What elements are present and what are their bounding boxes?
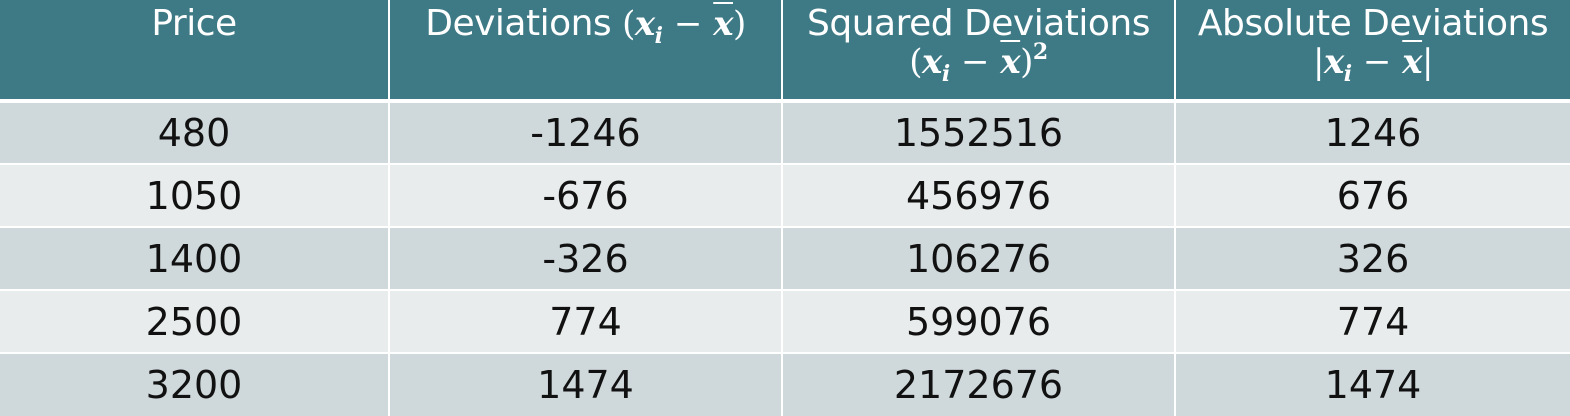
header-squared-deviations: Squared Deviations (xi − x)2 (782, 0, 1176, 103)
cell-absolute: 676 (1175, 164, 1570, 228)
header-absolute-deviations: Absolute Deviations |xi − x| (1175, 0, 1570, 103)
cell-squared: 2172676 (782, 353, 1176, 416)
table-body: 480 -1246 1552516 1246 1050 -676 456976 … (0, 101, 1570, 416)
table-row: 480 -1246 1552516 1246 (0, 101, 1570, 165)
cell-price: 1400 (0, 227, 390, 291)
table-header: Price Deviations (xi − x) Squared Deviat… (0, 0, 1570, 103)
squared-formula: (xi − x)2 (909, 39, 1048, 87)
cell-price: 1050 (0, 164, 390, 228)
header-deviations: Deviations (xi − x) (389, 0, 783, 103)
cell-deviation: -326 (389, 227, 783, 291)
table-row: 2500 774 599076 774 (0, 290, 1570, 354)
header-price: Price (0, 0, 390, 103)
header-deviations-label: Deviations (425, 3, 612, 44)
table-row: 1050 -676 456976 676 (0, 164, 1570, 228)
cell-price: 3200 (0, 353, 390, 416)
cell-absolute: 326 (1175, 227, 1570, 291)
cell-squared: 456976 (782, 164, 1176, 228)
absolute-formula: |xi − x| (1312, 42, 1434, 87)
cell-price: 2500 (0, 290, 390, 354)
cell-absolute: 1246 (1175, 101, 1570, 165)
cell-absolute: 774 (1175, 290, 1570, 354)
cell-deviation: -676 (389, 164, 783, 228)
header-row: Price Deviations (xi − x) Squared Deviat… (0, 0, 1570, 103)
header-squared-label: Squared Deviations (807, 3, 1150, 44)
header-absolute-label: Absolute Deviations (1197, 3, 1549, 44)
cell-price: 480 (0, 101, 390, 165)
cell-squared: 106276 (782, 227, 1176, 291)
table-row: 3200 1474 2172676 1474 (0, 353, 1570, 416)
cell-squared: 1552516 (782, 101, 1176, 165)
cell-squared: 599076 (782, 290, 1176, 354)
deviation-formula: (xi − x) (622, 4, 746, 49)
cell-deviation: 774 (389, 290, 783, 354)
cell-absolute: 1474 (1175, 353, 1570, 416)
cell-deviation: -1246 (389, 101, 783, 165)
cell-deviation: 1474 (389, 353, 783, 416)
table-row: 1400 -326 106276 326 (0, 227, 1570, 291)
